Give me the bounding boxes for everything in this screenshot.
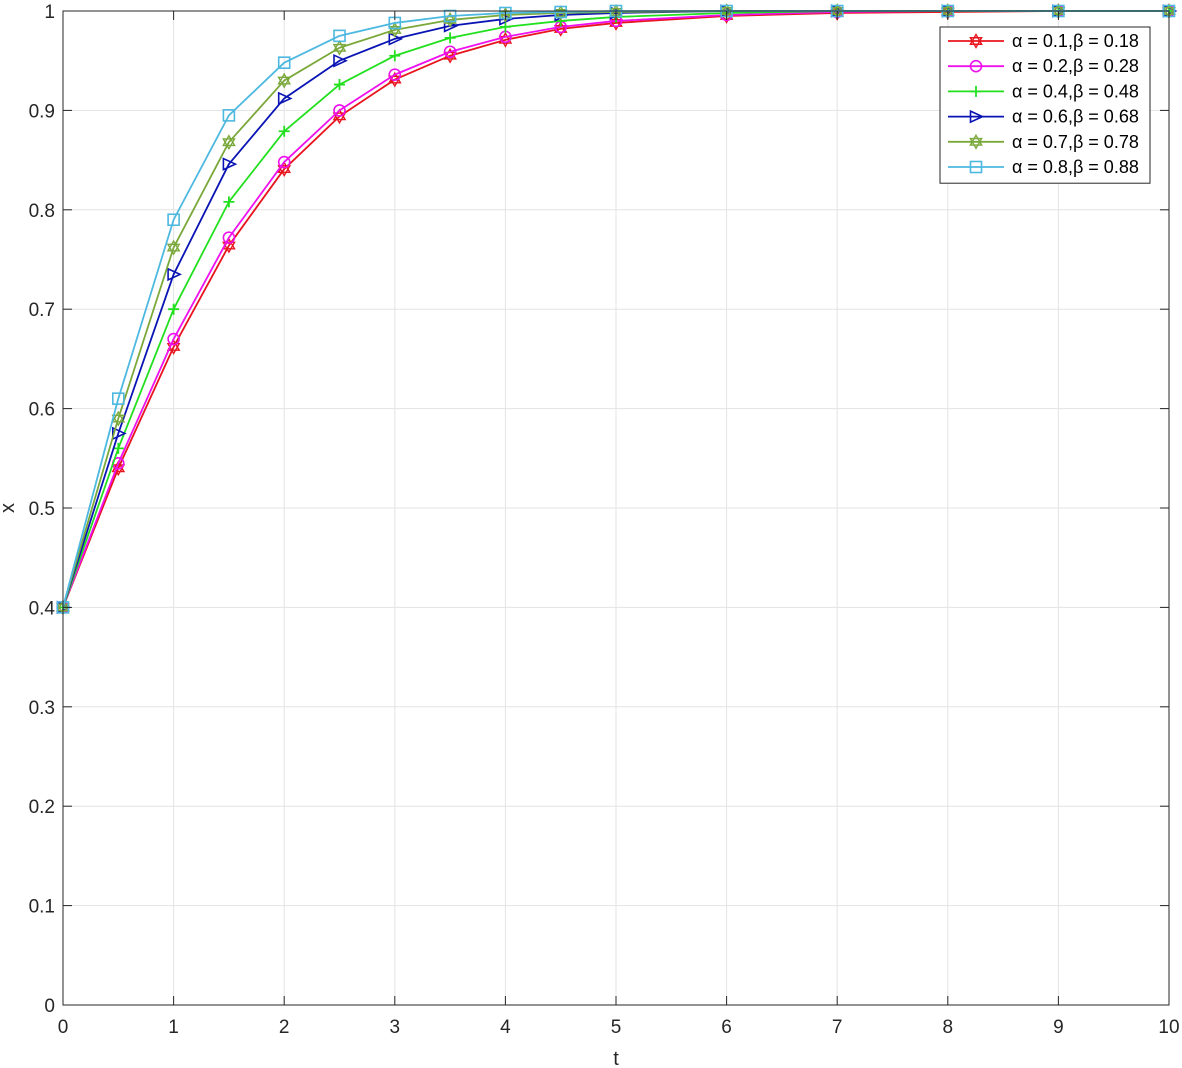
data-point	[222, 231, 236, 244]
x-tick-label: 0	[58, 1017, 69, 1038]
data-point	[969, 33, 983, 49]
data-point	[332, 39, 347, 56]
data-point	[499, 21, 511, 33]
data-point	[222, 157, 238, 171]
data-point	[333, 53, 348, 68]
data-point	[167, 213, 180, 227]
data-point	[112, 392, 125, 405]
x-tick-label: 10	[1158, 1017, 1179, 1038]
data-point	[333, 104, 346, 117]
series-line	[62, 10, 1169, 608]
data-point	[167, 267, 183, 282]
data-point	[278, 125, 290, 137]
data-point	[970, 85, 982, 97]
data-point	[277, 72, 292, 89]
data-point	[166, 239, 181, 256]
data-point	[222, 109, 236, 122]
data-point	[443, 45, 457, 59]
data-point	[969, 160, 983, 174]
legend-label: α = 0.4,β = 0.48	[1012, 81, 1139, 101]
data-point	[554, 5, 568, 19]
x-tick-label: 3	[390, 1017, 401, 1038]
x-tick-label: 7	[832, 1017, 843, 1038]
data-point	[112, 442, 124, 454]
y-tick-label: 0.9	[29, 101, 55, 122]
legend-entry: α = 0.8,β = 0.88	[948, 157, 1139, 177]
data-point	[969, 59, 983, 73]
legend-entry: α = 0.6,β = 0.68	[948, 107, 1139, 127]
x-tick-label: 5	[611, 1017, 622, 1038]
axes-group: 0 1 2 3 4 5 6 7 8 9 10 0 0.1 0.2 0.3 0.4 0.5 0.6 0.7 0.8 0.9…	[29, 2, 1180, 1038]
data-point	[277, 91, 293, 106]
data-point	[111, 410, 126, 427]
y-tick-label: 0.3	[29, 698, 55, 719]
data-point	[387, 71, 402, 88]
y-tick-label: 0.6	[29, 400, 55, 421]
y-tick-label: 1	[44, 2, 55, 23]
x-tick-label: 2	[279, 1017, 290, 1038]
y-tick-label: 0.4	[29, 598, 56, 619]
x-tick-label: 6	[721, 1017, 732, 1038]
data-point	[112, 426, 127, 441]
legend-entry: α = 0.1,β = 0.18	[948, 31, 1139, 51]
y-tick-label: 0	[44, 996, 55, 1017]
data-point	[333, 29, 346, 43]
legend-label: α = 0.8,β = 0.88	[1012, 157, 1139, 177]
x-axis-title: t	[613, 1048, 619, 1068]
data-point	[277, 155, 291, 169]
y-axis-title: x	[0, 503, 19, 513]
y-tick-label: 0.5	[29, 499, 55, 520]
data-point	[168, 303, 180, 315]
data-point	[167, 332, 180, 346]
legend-box	[939, 26, 1151, 184]
data-point	[277, 56, 291, 69]
data-point	[389, 50, 401, 62]
x-tick-label: 1	[168, 1017, 179, 1038]
legend-label: α = 0.6,β = 0.68	[1012, 107, 1139, 127]
data-point	[969, 109, 985, 124]
data-point	[222, 134, 236, 151]
data-point	[969, 133, 983, 150]
data-point	[334, 79, 345, 91]
x-tick-label: 4	[500, 1017, 511, 1038]
legend-entry: α = 0.2,β = 0.28	[948, 56, 1139, 76]
data-point	[443, 9, 457, 23]
x-tick-label: 8	[943, 1017, 954, 1038]
x-tick-label: 9	[1053, 1017, 1064, 1038]
y-tick-label: 0.1	[29, 897, 55, 918]
data-point	[444, 32, 456, 44]
y-tick-label: 0.7	[29, 300, 55, 321]
legend-label: α = 0.1,β = 0.18	[1012, 31, 1139, 51]
legend-entry: α = 0.7,β = 0.78	[948, 132, 1139, 152]
legend: α = 0.1,β = 0.18 α = 0.2,β = 0.28 α = 0.4,…	[939, 26, 1151, 184]
y-tick-label: 0.2	[29, 797, 55, 818]
legend-label: α = 0.2,β = 0.28	[1012, 56, 1139, 76]
legend-label: α = 0.7,β = 0.78	[1012, 132, 1139, 152]
data-point	[388, 68, 402, 81]
data-point	[223, 196, 235, 208]
legend-entry: α = 0.4,β = 0.48	[948, 81, 1139, 101]
y-tick-label: 0.8	[29, 201, 55, 222]
